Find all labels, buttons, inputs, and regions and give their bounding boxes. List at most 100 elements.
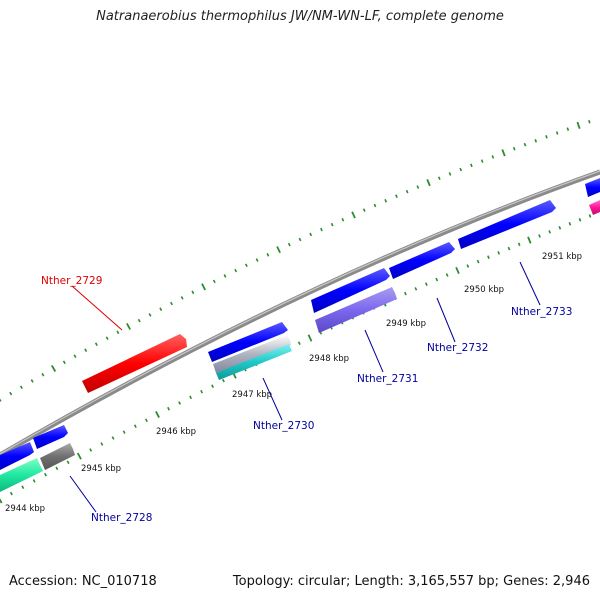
gene-label-nther-2730: Nther_2730 xyxy=(253,420,314,432)
gene-feature-nther-2731-lower xyxy=(315,287,397,333)
minor-tick xyxy=(588,119,591,124)
genome-backbone xyxy=(0,169,600,458)
gene-feature-nther-2732 xyxy=(389,242,455,279)
minor-tick xyxy=(578,218,582,222)
minor-tick xyxy=(448,172,452,176)
gene-label-nther-2728: Nther_2728 xyxy=(91,512,152,524)
gene-label-nther-2731: Nther_2731 xyxy=(357,373,418,385)
minor-tick xyxy=(55,466,59,471)
minor-tick xyxy=(9,391,13,396)
minor-tick xyxy=(523,142,527,147)
gene-feature-edge-pink xyxy=(589,200,600,215)
major-tick xyxy=(455,266,460,275)
minor-tick xyxy=(255,258,259,262)
minor-tick xyxy=(144,418,148,423)
map-title: Natranaerobius thermophilus JW/NM-WN-LF,… xyxy=(96,9,504,24)
minor-tick xyxy=(266,253,270,257)
minor-tick xyxy=(180,296,184,300)
minor-tick xyxy=(480,159,484,163)
minor-tick xyxy=(445,273,449,277)
minor-tick xyxy=(555,131,559,135)
minor-tick xyxy=(476,259,480,264)
minor-tick xyxy=(62,360,66,365)
minor-tick xyxy=(437,176,441,181)
minor-tick xyxy=(405,189,409,194)
minor-tick xyxy=(191,290,195,295)
minor-tick xyxy=(21,485,25,489)
minor-tick xyxy=(137,318,141,323)
minor-tick xyxy=(89,448,93,452)
minor-tick xyxy=(73,354,77,358)
major-tick xyxy=(126,322,131,330)
minor-tick xyxy=(298,237,302,242)
major-tick xyxy=(307,334,313,342)
position-labels: 2944 kbp 2945 kbp 2946 kbp 2947 kbp 2948… xyxy=(5,252,582,514)
minor-tick xyxy=(148,313,152,317)
major-tick xyxy=(51,364,57,372)
major-tick xyxy=(76,452,82,460)
gene-label-nther-2733: Nther_2733 xyxy=(511,306,572,318)
minor-tick xyxy=(507,246,511,251)
position-label-2949: 2949 kbp xyxy=(386,319,426,329)
major-tick xyxy=(351,211,356,219)
position-label-2951: 2951 kbp xyxy=(542,252,582,262)
major-tick xyxy=(155,410,160,419)
minor-tick xyxy=(487,255,490,260)
inner-tick-row xyxy=(0,214,592,504)
gene-feature-nther-2728-gray xyxy=(40,443,75,470)
minor-tick xyxy=(32,479,36,483)
gene-feature-left-edge-blue xyxy=(0,442,34,470)
minor-tick xyxy=(497,251,501,255)
minor-tick xyxy=(517,242,521,247)
minor-tick xyxy=(534,139,538,143)
minor-tick xyxy=(84,348,88,352)
minor-tick xyxy=(105,336,109,340)
minor-tick xyxy=(491,155,495,159)
position-label-2947: 2947 kbp xyxy=(232,390,272,400)
position-label-2945: 2945 kbp xyxy=(81,464,121,474)
minor-tick xyxy=(309,232,313,237)
gene-feature-nther-2730-cyan xyxy=(216,344,292,380)
major-tick xyxy=(201,283,207,291)
major-tick xyxy=(0,498,3,504)
gene-labels: Nther_2728 Nther_2729 Nther_2730 Nther_2… xyxy=(41,275,572,524)
minor-tick xyxy=(244,263,248,268)
minor-tick xyxy=(588,214,592,218)
minor-tick xyxy=(111,436,115,440)
minor-tick xyxy=(234,268,238,273)
minor-tick xyxy=(116,330,120,335)
gene-feature-nther-2730-upper xyxy=(208,322,288,362)
minor-tick xyxy=(384,199,388,203)
minor-tick xyxy=(459,167,463,172)
position-label-2950: 2950 kbp xyxy=(464,285,504,295)
minor-tick xyxy=(94,342,98,346)
major-tick xyxy=(501,149,506,157)
gene-feature-nther-2728-upper xyxy=(33,425,68,449)
minor-tick xyxy=(44,472,47,477)
minor-tick xyxy=(100,442,104,446)
minor-tick xyxy=(568,222,572,226)
minor-tick xyxy=(414,287,418,291)
minor-tick xyxy=(30,379,34,383)
minor-tick xyxy=(341,217,345,222)
genome-summary-text: Topology: circular; Length: 3,165,557 bp… xyxy=(232,574,590,589)
gene-feature-edge-blue xyxy=(585,178,600,197)
gene-label-nther-2732: Nther_2732 xyxy=(427,342,488,354)
minor-tick xyxy=(66,460,70,465)
minor-tick xyxy=(470,163,473,168)
minor-tick xyxy=(435,277,439,282)
minor-tick xyxy=(0,398,2,402)
minor-tick xyxy=(200,389,204,394)
minor-tick xyxy=(373,203,377,208)
minor-tick xyxy=(223,274,227,278)
minor-tick xyxy=(395,194,398,199)
major-tick xyxy=(276,246,281,254)
minor-tick xyxy=(403,291,407,296)
minor-tick xyxy=(466,264,470,268)
major-tick xyxy=(426,179,431,187)
minor-tick xyxy=(548,230,552,234)
minor-tick xyxy=(122,430,126,434)
position-label-2944: 2944 kbp xyxy=(5,504,45,514)
gene-feature-nther-2733 xyxy=(458,200,556,249)
